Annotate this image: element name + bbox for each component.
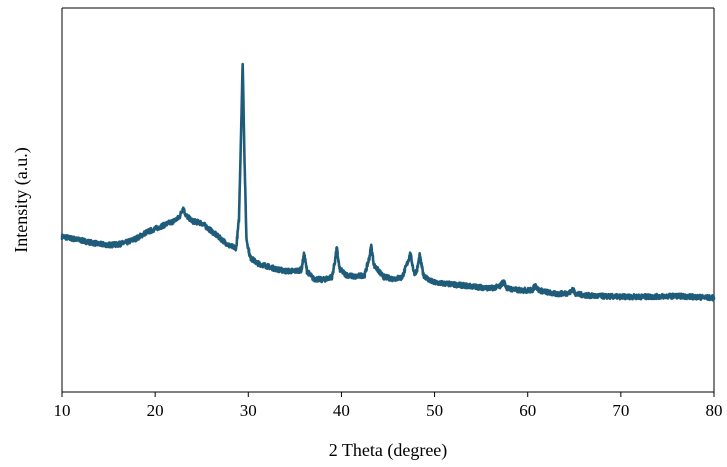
x-axis-title: 2 Theta (degree) bbox=[329, 440, 448, 461]
x-tick-label: 10 bbox=[54, 401, 71, 420]
x-tick-label: 40 bbox=[333, 401, 350, 420]
xrd-series-line bbox=[60, 62, 716, 302]
y-axis-title: Intensity (a.u.) bbox=[11, 147, 32, 252]
x-tick-label: 30 bbox=[240, 401, 257, 420]
x-tick-label: 20 bbox=[147, 401, 164, 420]
series-layer bbox=[60, 62, 716, 302]
plot-frame bbox=[61, 7, 715, 393]
x-ticks: 10 20 30 40 50 60 70 80 bbox=[54, 392, 723, 420]
x-tick-label: 60 bbox=[519, 401, 536, 420]
x-tick-label: 80 bbox=[706, 401, 723, 420]
x-tick-label: 70 bbox=[612, 401, 629, 420]
x-tick-label: 50 bbox=[426, 401, 443, 420]
